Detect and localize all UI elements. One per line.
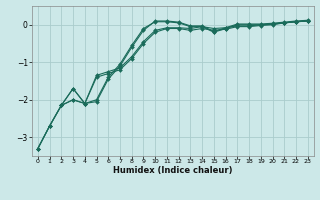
- X-axis label: Humidex (Indice chaleur): Humidex (Indice chaleur): [113, 166, 233, 175]
